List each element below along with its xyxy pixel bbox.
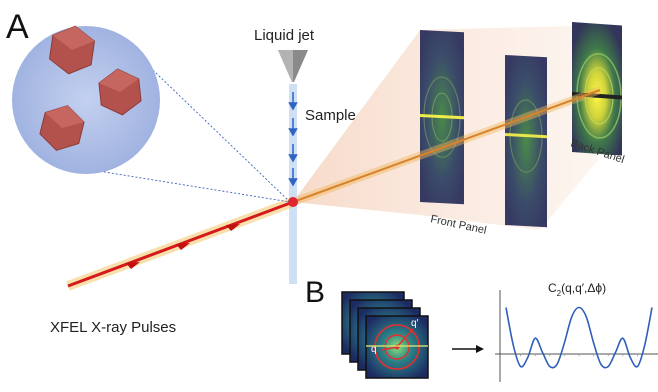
- xfel-label: XFEL X-ray Pulses: [50, 319, 176, 336]
- crystal-3: [39, 105, 85, 151]
- panel-a-letter: A: [6, 8, 29, 46]
- chart-title: C2(q,q′,Δϕ): [548, 281, 606, 298]
- crystal-1: [48, 25, 96, 75]
- q-label: q: [371, 344, 377, 355]
- q-prime-label: q′: [411, 318, 419, 329]
- crystal-2: [98, 68, 142, 116]
- interaction-point: [288, 197, 298, 207]
- transmitted-beam: [292, 89, 601, 203]
- zoom-line-bottom: [91, 169, 291, 203]
- c2-curve: [505, 306, 653, 369]
- chart-ticks: [520, 353, 638, 357]
- zoom-line-top: [129, 47, 291, 203]
- front-panel: [420, 30, 464, 205]
- liquid-jet-label: Liquid jet: [254, 27, 315, 44]
- jet-arrows: [288, 92, 298, 187]
- panel-b-letter: B: [305, 276, 325, 309]
- nozzle-icon: [278, 50, 308, 82]
- back-panel: [572, 22, 622, 156]
- beam-arrows: [126, 224, 240, 269]
- b-image-stack: [341, 291, 429, 379]
- sample-label: Sample: [305, 107, 356, 124]
- middle-panel: [505, 55, 547, 228]
- arrow-right-icon: [452, 345, 484, 353]
